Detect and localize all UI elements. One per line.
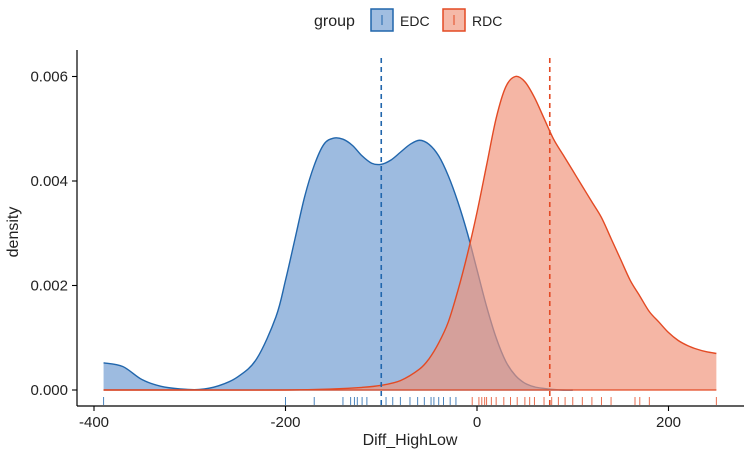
legend-label-edc: EDC xyxy=(400,13,430,29)
legend-label-rdc: RDC xyxy=(472,13,502,29)
x-tick-label: 200 xyxy=(656,414,681,431)
y-tick-label: 0.000 xyxy=(30,382,68,399)
rug-layer xyxy=(103,397,717,405)
x-tick-label: 0 xyxy=(473,414,481,431)
density-area-rdc xyxy=(103,76,717,391)
y-axis-title: density xyxy=(5,207,22,258)
y-axis-ticks: 0.000 0.002 0.004 0.006 xyxy=(30,69,77,399)
x-axis-ticks: -400 -200 0 200 xyxy=(79,406,681,431)
x-axis-title: Diff_HighLow xyxy=(363,432,458,449)
legend-title: group xyxy=(314,13,355,30)
series-layer xyxy=(103,75,717,391)
mean-lines xyxy=(380,58,551,406)
x-tick-label: -400 xyxy=(79,414,109,431)
density-line-rdc xyxy=(103,75,717,391)
legend: group EDC RDC xyxy=(314,8,502,32)
legend-item-rdc: RDC xyxy=(442,8,502,32)
legend-item-edc: EDC xyxy=(370,8,430,32)
y-tick-label: 0.006 xyxy=(30,69,68,86)
x-tick-label: -200 xyxy=(270,414,300,431)
y-tick-label: 0.002 xyxy=(30,278,68,295)
y-tick-label: 0.004 xyxy=(30,173,68,190)
